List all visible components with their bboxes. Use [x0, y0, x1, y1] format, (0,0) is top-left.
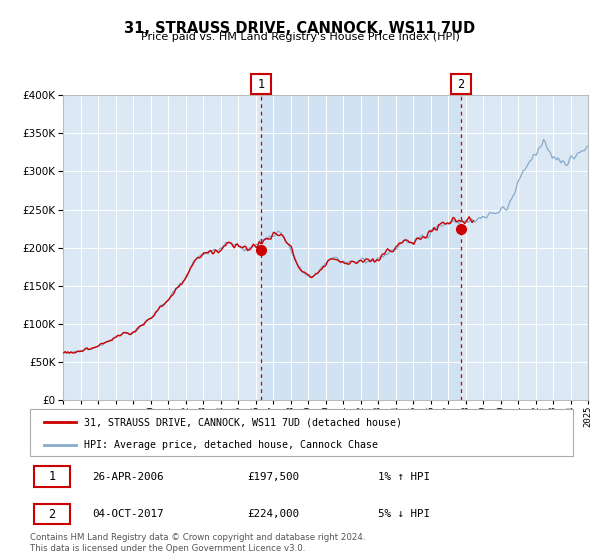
Text: 2: 2	[48, 508, 55, 521]
Text: £224,000: £224,000	[247, 509, 299, 519]
Text: 31, STRAUSS DRIVE, CANNOCK, WS11 7UD (detached house): 31, STRAUSS DRIVE, CANNOCK, WS11 7UD (de…	[85, 417, 403, 427]
FancyBboxPatch shape	[34, 466, 70, 487]
Text: £197,500: £197,500	[247, 472, 299, 482]
Bar	[261, 95, 461, 400]
FancyBboxPatch shape	[30, 409, 573, 456]
Text: Contains HM Land Registry data © Crown copyright and database right 2024.
This d: Contains HM Land Registry data © Crown c…	[30, 533, 365, 553]
FancyBboxPatch shape	[251, 74, 271, 94]
Text: 26-APR-2006: 26-APR-2006	[92, 472, 164, 482]
Text: 04-OCT-2017: 04-OCT-2017	[92, 509, 164, 519]
Text: 5% ↓ HPI: 5% ↓ HPI	[377, 509, 430, 519]
FancyBboxPatch shape	[451, 74, 472, 94]
Text: HPI: Average price, detached house, Cannock Chase: HPI: Average price, detached house, Cann…	[85, 440, 379, 450]
Text: 1: 1	[48, 470, 55, 483]
Text: 1: 1	[257, 77, 265, 91]
Text: 31, STRAUSS DRIVE, CANNOCK, WS11 7UD: 31, STRAUSS DRIVE, CANNOCK, WS11 7UD	[124, 21, 476, 36]
Text: 2: 2	[458, 77, 464, 91]
FancyBboxPatch shape	[34, 504, 70, 524]
Text: 1% ↑ HPI: 1% ↑ HPI	[377, 472, 430, 482]
Text: Price paid vs. HM Land Registry's House Price Index (HPI): Price paid vs. HM Land Registry's House …	[140, 32, 460, 43]
